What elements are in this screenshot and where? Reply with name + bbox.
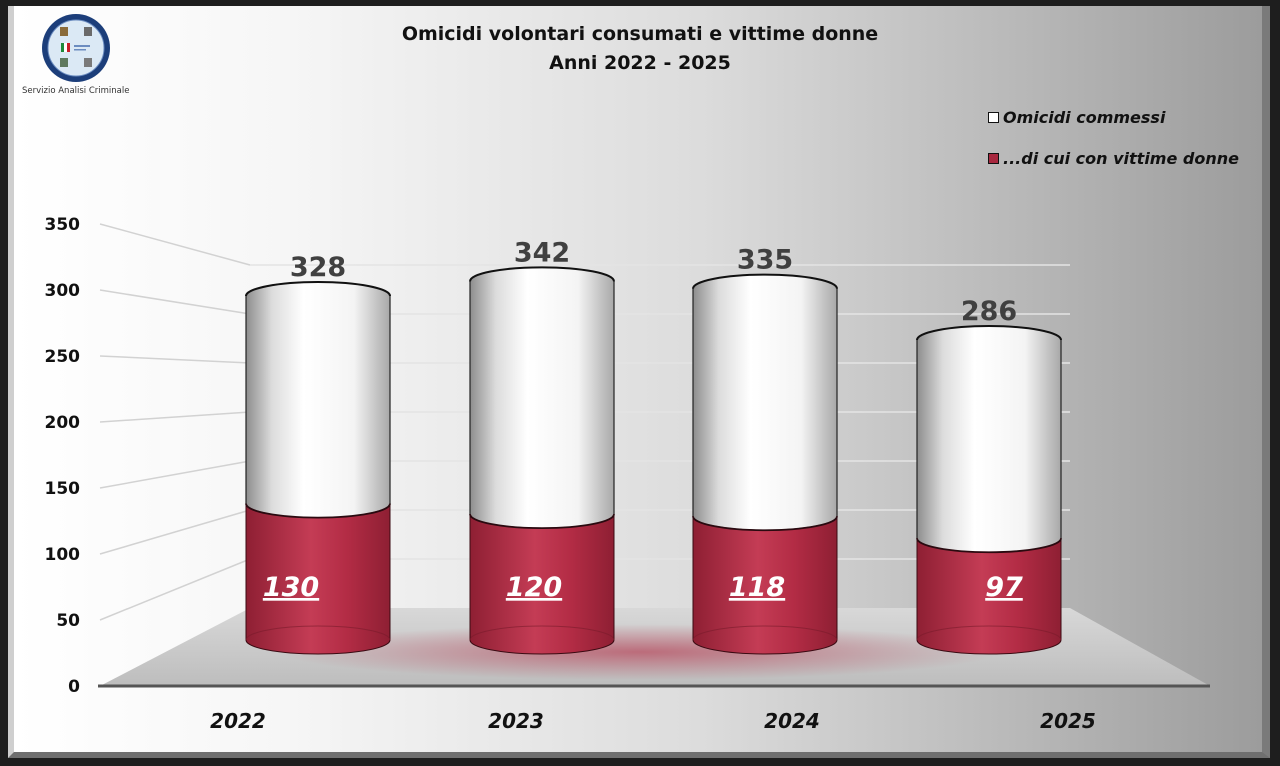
gridline-diagonal — [99, 460, 251, 489]
y-tick-label: 0 — [68, 677, 80, 697]
data-label-women: 118 — [729, 572, 785, 603]
logo-caption: Servizio Analisi Criminale — [22, 86, 130, 96]
x-axis-ticks: 2022 2023 2024 2025 — [210, 709, 1096, 733]
bar-total — [469, 266, 615, 529]
y-tick-label: 300 — [45, 281, 81, 301]
bar-group-2024: 335 118 — [692, 245, 838, 655]
y-tick-label: 150 — [45, 479, 81, 499]
x-tick-label: 2024 — [764, 709, 820, 733]
gridline-diagonal — [99, 411, 251, 423]
data-label-total: 335 — [737, 245, 793, 276]
gridline-diagonal — [99, 223, 251, 266]
gridline-diagonal — [99, 289, 251, 315]
x-tick-label: 2022 — [210, 709, 266, 733]
y-axis-ticks: 0 50 100 150 200 250 300 350 — [45, 215, 81, 697]
data-label-women: 97 — [985, 572, 1023, 603]
bar-group-2023: 342 120 — [469, 237, 615, 655]
logo-emblem-icon — [42, 14, 110, 82]
x-tick-label: 2023 — [488, 709, 544, 733]
bar-total — [916, 325, 1062, 553]
gridline-diagonal — [99, 558, 251, 621]
legend-swatch-white-icon — [988, 111, 999, 123]
data-label-women: 130 — [263, 572, 319, 603]
y-tick-label: 100 — [45, 545, 81, 565]
legend-swatch-red-icon — [988, 152, 999, 164]
data-label-women: 120 — [506, 572, 562, 603]
legend: Omicidi commessi ...di cui con vittime d… — [988, 106, 1239, 188]
gridline-diagonal — [99, 355, 251, 364]
data-label-total: 328 — [290, 252, 346, 283]
gridline-diagonal — [99, 509, 251, 555]
bar-group-2025: 286 97 — [916, 296, 1062, 655]
chart-title: Omicidi volontari consumati e vittime do… — [340, 20, 940, 78]
chart-title-line2: Anni 2022 - 2025 — [549, 52, 731, 74]
y-tick-label: 250 — [45, 347, 81, 367]
bars: 328 130 342 120 335 118 286 97 — [245, 237, 1062, 655]
data-label-total: 286 — [961, 296, 1017, 327]
bar-group-2022: 328 130 — [245, 252, 391, 655]
y-tick-label: 350 — [45, 215, 81, 235]
x-tick-label: 2025 — [1040, 709, 1096, 733]
chart-title-line1: Omicidi volontari consumati e vittime do… — [401, 23, 879, 45]
y-tick-label: 200 — [45, 413, 81, 433]
legend-label: ...di cui con vittime donne — [1003, 148, 1239, 168]
bar-total — [692, 274, 838, 531]
y-tick-label: 50 — [56, 611, 80, 631]
legend-item-total: Omicidi commessi — [988, 106, 1239, 128]
bar-total — [245, 281, 391, 519]
legend-label: Omicidi commessi — [1003, 107, 1166, 127]
legend-item-women: ...di cui con vittime donne — [988, 147, 1239, 169]
data-label-total: 342 — [514, 237, 570, 268]
